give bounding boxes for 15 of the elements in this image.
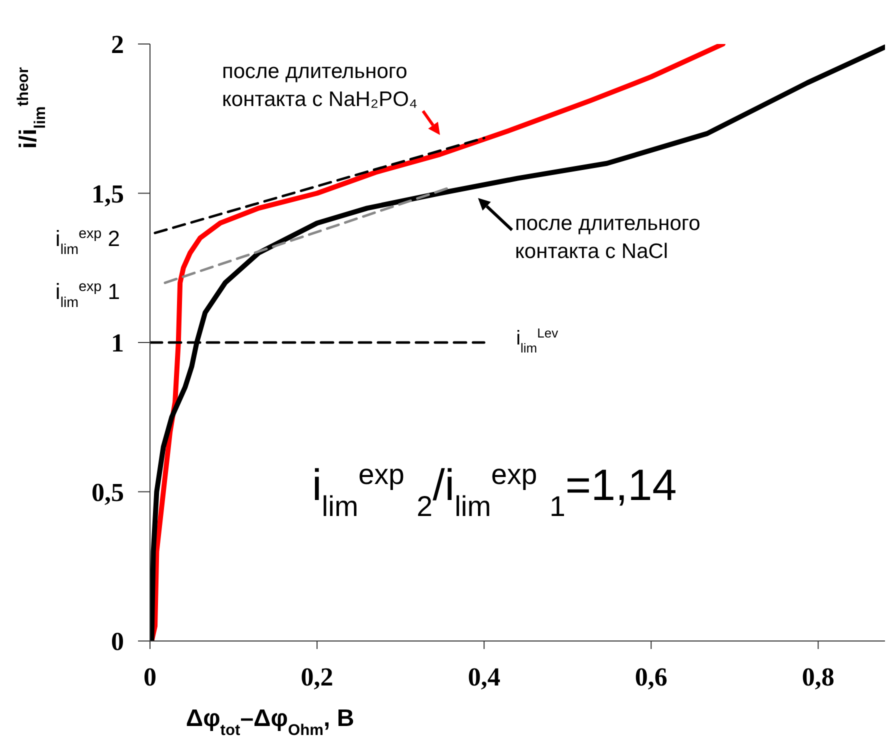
x-tick-label: 0,4: [468, 662, 500, 692]
annotation: после длительного контакта с NaH₂PO₄: [222, 60, 418, 111]
y-tick-label: 1: [111, 328, 124, 358]
text: i$_{lim}$$^{exp}$ 1: [55, 279, 120, 311]
x-axis-title: Δφ$_{tot}$–Δφ$_{Ohm}$, B: [186, 705, 354, 738]
x-tick-label: 0,6: [634, 662, 668, 692]
y-tick-label: 0: [111, 627, 124, 656]
text: i$_{lim}$$^{exp}$ 2: [55, 226, 120, 258]
x-tick-label: 0,8: [802, 662, 834, 692]
annotation: после длительного контакта с NaCl: [515, 212, 700, 263]
x-tick-label: 0: [144, 662, 156, 692]
y-tick-label: 0,5: [92, 478, 124, 507]
y-tick-label: 2: [111, 30, 124, 60]
x-tick-label: 0,2: [300, 662, 334, 692]
y-tick-label: 1,5: [92, 179, 124, 208]
